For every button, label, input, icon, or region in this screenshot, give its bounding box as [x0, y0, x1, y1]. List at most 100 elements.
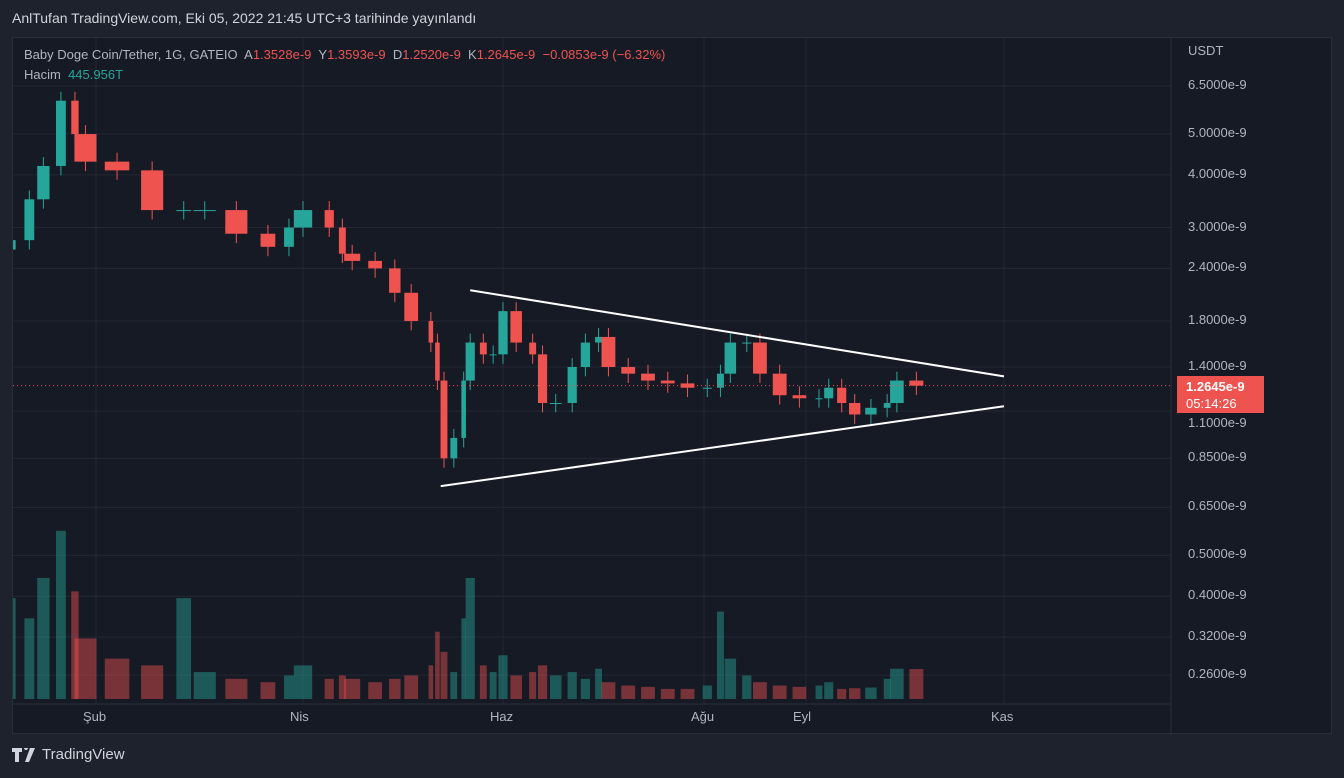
- volume-bar: [404, 675, 419, 699]
- price-tick-label: 3.0000e-9: [1188, 218, 1247, 234]
- symbol-label: Baby Doge Coin/Tether, 1G, GATEIO: [24, 47, 238, 62]
- volume-bar: [293, 665, 313, 699]
- chart-legend: Baby Doge Coin/Tether, 1G, GATEIO A1.352…: [24, 45, 665, 85]
- volume-bar: [260, 682, 276, 699]
- candle-body: [680, 383, 695, 388]
- volume-bar: [489, 672, 497, 699]
- candle-body: [702, 387, 712, 389]
- candle-body: [193, 210, 216, 212]
- volume-bar: [865, 687, 877, 699]
- candle-body: [293, 210, 313, 228]
- candle-body: [74, 134, 97, 162]
- volume-bar: [792, 686, 807, 699]
- price-tick-label: 1.1000e-9: [1188, 415, 1247, 430]
- candle-body: [104, 161, 130, 171]
- candle-body: [368, 260, 383, 269]
- volume-bar: [435, 631, 440, 699]
- volume-bar: [141, 665, 164, 699]
- close-value: 1.2645e-9: [476, 47, 536, 62]
- candle-body: [37, 165, 50, 200]
- candle-body: [176, 210, 192, 212]
- volume-bar: [368, 682, 383, 699]
- volume-bar: [450, 672, 458, 699]
- currency-label: USDT: [1188, 43, 1224, 58]
- candle-body: [792, 395, 807, 399]
- volume-bar: [529, 672, 537, 699]
- price-chart[interactable]: [13, 38, 1333, 735]
- candle-body: [498, 311, 508, 355]
- candle-body: [883, 402, 891, 408]
- volume-bar: [660, 688, 675, 699]
- price-tick-label: 1.4000e-9: [1188, 358, 1247, 373]
- price-tick-label: 4.0000e-9: [1188, 165, 1247, 181]
- price-tick-label: 0.2600e-9: [1188, 666, 1247, 682]
- volume-bar: [389, 678, 401, 699]
- time-tick-label: Haz: [490, 709, 514, 724]
- candle-body: [742, 342, 752, 344]
- chart-pane[interactable]: [12, 37, 1333, 735]
- price-tick-label: 0.3200e-9: [1188, 628, 1247, 644]
- volume-bar: [74, 638, 97, 699]
- candle-body: [404, 292, 419, 322]
- candle-body: [141, 170, 164, 211]
- volume-bar: [742, 675, 752, 699]
- price-tick-label: 0.8500e-9: [1188, 449, 1247, 465]
- price-tick-label: 0.5000e-9: [1188, 546, 1247, 562]
- volume-bar: [824, 682, 834, 699]
- candle-body: [510, 311, 522, 343]
- volume-bar: [641, 686, 655, 699]
- price-tick-label: 0.4000e-9: [1188, 587, 1247, 603]
- volume-bar: [440, 651, 448, 699]
- brand-name: TradingView: [42, 746, 125, 763]
- candle-body: [537, 354, 548, 403]
- volume-bar: [225, 678, 248, 699]
- candle-body: [601, 336, 616, 367]
- price-tick-label: 0.6500e-9: [1188, 498, 1247, 514]
- volume-bar: [883, 678, 891, 699]
- volume-bar: [549, 675, 562, 699]
- trendline: [470, 289, 1005, 378]
- volume-value: 445.956T: [68, 67, 124, 82]
- candle-body: [440, 380, 448, 459]
- volume-bar: [37, 577, 50, 699]
- volume-bar: [498, 655, 508, 699]
- bar-countdown: 05:14:26: [1186, 396, 1237, 411]
- candle-body: [24, 199, 35, 241]
- candle-body: [284, 227, 294, 247]
- volume-bar: [71, 591, 79, 699]
- volume-bar: [104, 658, 130, 699]
- volume-bar: [580, 678, 590, 699]
- tradingview-logo[interactable]: TradingView: [12, 746, 125, 763]
- volume-bar: [680, 688, 695, 699]
- volume-bar: [24, 618, 35, 699]
- tradingview-logo-icon: [12, 747, 35, 762]
- volume-bar: [890, 668, 904, 699]
- candle-body: [435, 342, 440, 381]
- volume-bar: [815, 685, 823, 699]
- candle-body: [13, 240, 16, 250]
- candle-body: [529, 342, 537, 355]
- volume-bar: [344, 678, 361, 699]
- volume-bar: [724, 658, 737, 699]
- volume-bar: [702, 685, 712, 699]
- candle-body: [428, 321, 434, 343]
- price-tick-label: 2.4000e-9: [1188, 259, 1247, 275]
- volume-bar: [13, 598, 16, 699]
- candle-body: [909, 380, 924, 386]
- candle-body: [479, 342, 487, 355]
- volume-bar: [284, 675, 294, 699]
- candle-body: [225, 210, 248, 234]
- time-tick-label: Kas: [991, 709, 1014, 724]
- candle-body: [489, 354, 497, 356]
- low-label: D: [392, 47, 403, 62]
- candle-body: [824, 387, 834, 399]
- high-label: Y: [318, 47, 328, 62]
- candle-body: [837, 387, 847, 403]
- last-price-badge: 1.2645e-9 05:14:26: [1177, 376, 1264, 413]
- candle-body: [724, 342, 737, 374]
- published-caption: AnlTufan TradingView.com, Eki 05, 2022 2…: [12, 10, 477, 26]
- volume-bar: [909, 669, 924, 699]
- candle-body: [450, 437, 458, 459]
- volume-bar: [537, 665, 548, 699]
- candle-body: [549, 402, 562, 404]
